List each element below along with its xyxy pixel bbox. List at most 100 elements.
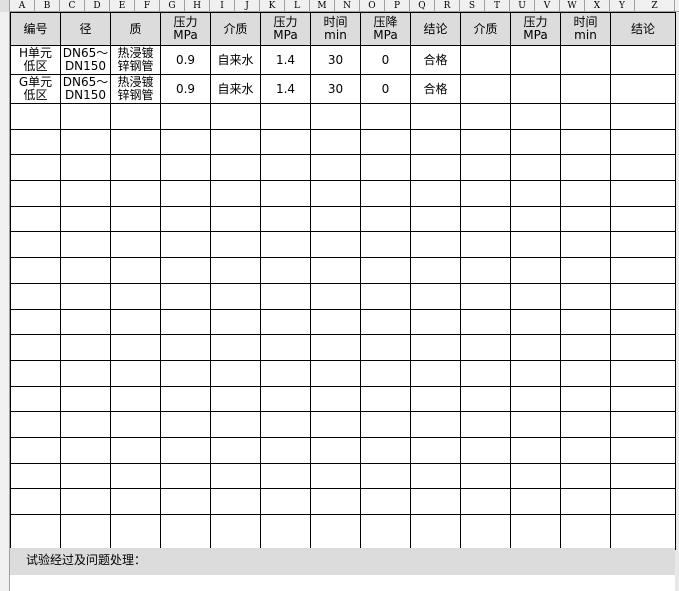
empty-cell[interactable] — [60, 205, 111, 233]
empty-cell[interactable] — [510, 436, 561, 464]
table-cell[interactable]: 合格 — [410, 45, 461, 75]
header-cell[interactable]: 径 — [60, 12, 111, 46]
empty-cell[interactable] — [210, 282, 261, 310]
empty-cell[interactable] — [10, 436, 61, 464]
table-cell[interactable]: 1.4 — [260, 45, 311, 75]
empty-cell[interactable] — [610, 411, 676, 438]
empty-cell[interactable] — [210, 257, 261, 284]
empty-cell[interactable] — [360, 359, 411, 387]
empty-cell[interactable] — [610, 205, 676, 233]
empty-cell[interactable] — [160, 205, 211, 233]
empty-cell[interactable] — [160, 154, 211, 182]
empty-cell[interactable] — [210, 180, 261, 207]
empty-cell[interactable] — [460, 359, 511, 387]
empty-cell[interactable] — [110, 385, 161, 413]
empty-cell[interactable] — [460, 514, 511, 550]
empty-cell[interactable] — [560, 128, 611, 156]
empty-cell[interactable] — [310, 308, 361, 336]
empty-cell[interactable] — [410, 154, 461, 182]
empty-cell[interactable] — [60, 308, 111, 336]
empty-cell[interactable] — [260, 514, 311, 550]
empty-cell[interactable] — [610, 128, 676, 156]
empty-cell[interactable] — [160, 385, 211, 413]
empty-cell[interactable] — [10, 488, 61, 515]
empty-cell[interactable] — [410, 180, 461, 207]
empty-cell[interactable] — [410, 514, 461, 550]
header-cell[interactable]: 介质 — [210, 12, 261, 46]
column-header-s[interactable]: S — [460, 0, 485, 12]
empty-cell[interactable] — [510, 257, 561, 284]
empty-cell[interactable] — [260, 282, 311, 310]
empty-cell[interactable] — [510, 308, 561, 336]
empty-cell[interactable] — [160, 257, 211, 284]
empty-cell[interactable] — [360, 231, 411, 259]
empty-cell[interactable] — [410, 436, 461, 464]
empty-cell[interactable] — [160, 103, 211, 130]
empty-cell[interactable] — [610, 359, 676, 387]
empty-cell[interactable] — [260, 257, 311, 284]
empty-cell[interactable] — [160, 128, 211, 156]
empty-cell[interactable] — [560, 205, 611, 233]
empty-cell[interactable] — [510, 180, 561, 207]
empty-cell[interactable] — [260, 231, 311, 259]
column-header-o[interactable]: O — [360, 0, 385, 12]
empty-cell[interactable] — [260, 436, 311, 464]
empty-cell[interactable] — [410, 308, 461, 336]
empty-cell[interactable] — [510, 128, 561, 156]
empty-cell[interactable] — [10, 103, 61, 130]
table-cell[interactable]: 1.4 — [260, 74, 311, 104]
column-header-y[interactable]: Y — [610, 0, 635, 12]
empty-cell[interactable] — [460, 488, 511, 515]
empty-cell[interactable] — [510, 385, 561, 413]
empty-cell[interactable] — [160, 436, 211, 464]
column-header-c[interactable]: C — [60, 0, 85, 12]
empty-cell[interactable] — [10, 359, 61, 387]
empty-cell[interactable] — [560, 462, 611, 490]
empty-cell[interactable] — [110, 462, 161, 490]
empty-cell[interactable] — [260, 334, 311, 361]
empty-cell[interactable] — [260, 359, 311, 387]
empty-cell[interactable] — [210, 488, 261, 515]
empty-cell[interactable] — [310, 436, 361, 464]
empty-cell[interactable] — [260, 462, 311, 490]
empty-cell[interactable] — [210, 128, 261, 156]
table-cell[interactable]: 30 — [310, 74, 361, 104]
empty-cell[interactable] — [210, 385, 261, 413]
empty-cell[interactable] — [210, 154, 261, 182]
empty-cell[interactable] — [210, 514, 261, 550]
empty-cell[interactable] — [310, 231, 361, 259]
empty-cell[interactable] — [60, 103, 111, 130]
empty-cell[interactable] — [410, 128, 461, 156]
empty-cell[interactable] — [360, 205, 411, 233]
header-cell[interactable]: 时间 min — [310, 12, 361, 46]
empty-cell[interactable] — [260, 154, 311, 182]
empty-cell[interactable] — [110, 359, 161, 387]
header-cell[interactable]: 压力 MPa — [260, 12, 311, 46]
header-cell[interactable]: 压降 MPa — [360, 12, 411, 46]
empty-cell[interactable] — [210, 334, 261, 361]
header-cell[interactable]: 结论 — [610, 12, 676, 46]
table-cell[interactable] — [610, 45, 676, 75]
table-cell[interactable]: 0 — [360, 74, 411, 104]
empty-cell[interactable] — [360, 385, 411, 413]
empty-cell[interactable] — [10, 308, 61, 336]
empty-cell[interactable] — [610, 282, 676, 310]
empty-cell[interactable] — [560, 385, 611, 413]
column-header-h[interactable]: H — [185, 0, 210, 12]
empty-cell[interactable] — [560, 488, 611, 515]
empty-cell[interactable] — [310, 488, 361, 515]
column-header-k[interactable]: K — [260, 0, 285, 12]
empty-cell[interactable] — [510, 411, 561, 438]
column-header-d[interactable]: D — [85, 0, 110, 12]
empty-cell[interactable] — [110, 334, 161, 361]
empty-cell[interactable] — [10, 128, 61, 156]
empty-cell[interactable] — [460, 411, 511, 438]
empty-cell[interactable] — [10, 385, 61, 413]
table-cell[interactable]: 合格 — [410, 74, 461, 104]
column-header-f[interactable]: F — [135, 0, 160, 12]
empty-cell[interactable] — [110, 282, 161, 310]
empty-cell[interactable] — [60, 462, 111, 490]
empty-cell[interactable] — [10, 334, 61, 361]
empty-cell[interactable] — [10, 282, 61, 310]
empty-cell[interactable] — [610, 154, 676, 182]
